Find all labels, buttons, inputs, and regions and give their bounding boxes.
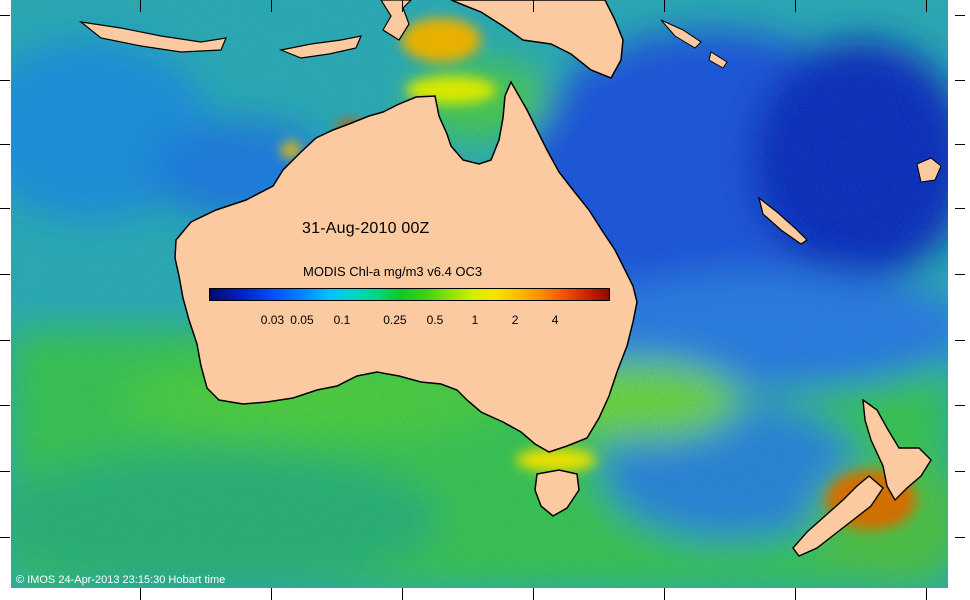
chlorophyll-colorbar — [209, 288, 610, 301]
tick-top — [795, 0, 796, 12]
new-caledonia-island — [757, 196, 808, 245]
tick-bottom — [533, 588, 534, 600]
java-island — [78, 21, 227, 53]
tick-right — [955, 405, 965, 406]
sulawesi-island — [380, 0, 412, 41]
copyright-credit: © IMOS 24-Apr-2013 23:15:30 Hobart time — [16, 574, 226, 586]
new-zealand-north-island — [862, 398, 932, 502]
tick-left — [0, 144, 10, 145]
tick-bottom — [926, 588, 927, 600]
colorbar-tick-label: 0.1 — [333, 313, 351, 327]
tick-left — [0, 80, 10, 81]
tick-top — [533, 0, 534, 12]
timor-island — [278, 35, 362, 59]
legend-title: MODIS Chl-a mg/m3 v6.4 OC3 — [303, 264, 483, 279]
new-zealand-south-island — [792, 475, 884, 557]
colorbar-tick-label: 2 — [511, 313, 519, 327]
tick-right — [955, 144, 965, 145]
tick-right — [955, 15, 965, 16]
tick-top — [140, 0, 141, 12]
right-margin — [948, 0, 970, 600]
tick-left — [0, 208, 10, 209]
tick-left — [0, 537, 10, 538]
map-date-title: 31-Aug-2010 00Z — [302, 220, 430, 237]
tick-top — [402, 0, 403, 12]
tick-left — [0, 471, 10, 472]
tick-left — [0, 405, 10, 406]
solomon-islands — [660, 19, 728, 69]
tick-right — [955, 471, 965, 472]
colorbar-tick-label: 0.03 — [260, 313, 285, 327]
tick-right — [955, 274, 965, 275]
tick-right — [955, 208, 965, 209]
colorbar-tick-label: 0.05 — [290, 313, 314, 327]
fiji-island — [916, 157, 942, 183]
tick-top — [271, 0, 272, 12]
tick-top — [926, 0, 927, 12]
colorbar-tick-label: 1 — [471, 313, 479, 327]
tick-bottom — [402, 588, 403, 600]
colorbar-tick-label: 0.25 — [383, 313, 407, 327]
tick-bottom — [271, 588, 272, 600]
tick-left — [0, 15, 10, 16]
tick-top — [664, 0, 665, 12]
colorbar-tick-label: 0.5 — [426, 313, 444, 327]
tick-left — [0, 340, 10, 341]
tick-left — [0, 274, 10, 275]
australia-landmass — [174, 80, 638, 453]
tick-right — [955, 340, 965, 341]
new-guinea-landmass — [450, 0, 624, 79]
tick-right — [955, 80, 965, 81]
colorbar-tick-label: 4 — [551, 313, 559, 327]
tick-bottom — [664, 588, 665, 600]
tasmania-landmass — [534, 469, 580, 517]
tick-bottom — [140, 588, 141, 600]
tick-right — [955, 537, 965, 538]
tick-bottom — [795, 588, 796, 600]
